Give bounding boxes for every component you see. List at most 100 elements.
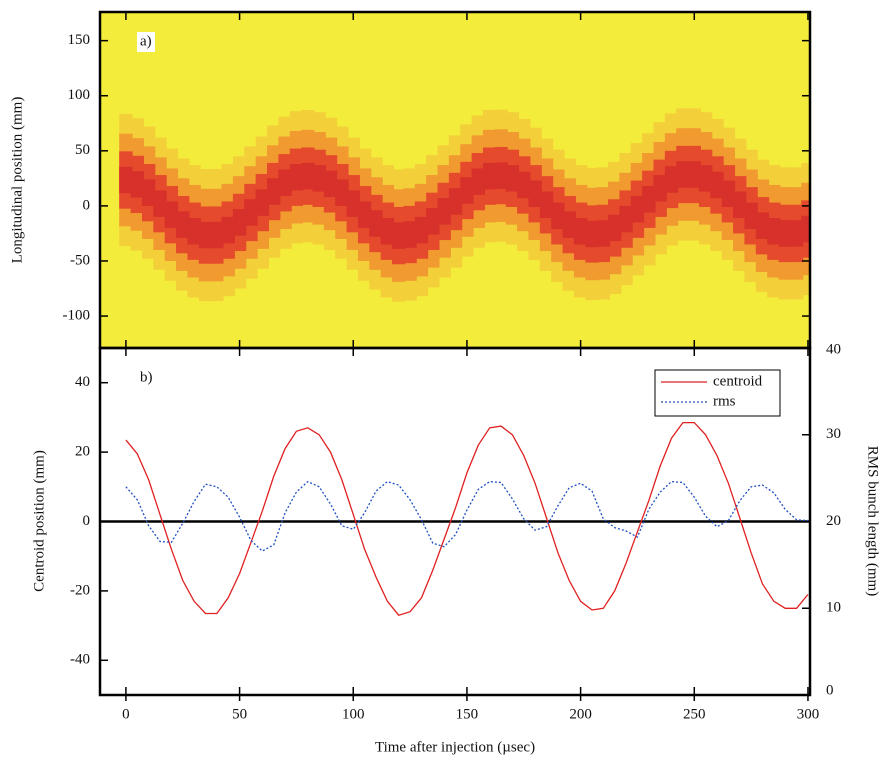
heat-column [198,221,213,249]
heat-column [119,166,133,194]
y2-tick-label: 0 [826,682,834,698]
heat-column [392,222,406,249]
heat-column [244,199,258,226]
heat-column [653,175,667,202]
heat-column [448,188,463,215]
legend-box [654,369,781,417]
heat-column [698,165,713,192]
heat-column [403,221,417,248]
x-tick-label: 150 [456,706,479,722]
y2-tick-label: 30 [826,426,841,442]
x-tick-label: 100 [342,706,365,722]
x-tick-label: 50 [232,706,247,722]
y2-tick-label: 20 [826,513,841,529]
y-tick-label: 50 [75,142,90,158]
series-line [125,421,809,616]
x-tick-label: 0 [122,706,130,722]
heat-column [471,168,485,195]
y-tick-label: 0 [83,197,91,213]
annotation-a: a) [140,33,152,49]
heat-column [267,178,281,205]
heat-column [755,212,770,239]
x-label: Time after injection (µsec) [375,739,535,755]
heat-column [130,171,144,198]
heat-column [744,202,758,230]
heat-column [778,220,792,247]
heat-column [494,162,508,189]
x-tick-label: 250 [683,706,706,722]
heat-column [551,202,565,230]
y2-label: RMS bunch length (mm) [865,446,881,596]
heat-column [221,216,235,244]
y-tick-label: 150 [68,32,91,48]
y2-tick-label: 10 [826,600,841,616]
heat-column [312,165,326,192]
x-tick-label: 200 [569,706,592,722]
heat-column [460,177,474,204]
heat-column [323,170,338,198]
heat-column [687,161,701,188]
y-tick-label: 100 [68,87,91,103]
heat-column [380,218,395,245]
heat-column [539,191,554,219]
heat-column [153,190,167,217]
y-tick-label: 20 [75,444,90,460]
heat-column [630,195,645,223]
heat-column [437,198,451,225]
frame-b [98,346,812,697]
heat-column [573,218,588,245]
heat-column [278,169,292,196]
heat-column [562,211,576,238]
heat-column [676,161,690,188]
annotation-box [137,32,155,52]
heat-column [289,164,304,191]
heat-column [517,171,531,199]
heat-column [301,162,315,190]
heat-column [585,220,599,248]
heat-column [789,220,804,247]
y-tick-label: -20 [70,582,90,598]
heat-column [721,180,736,207]
heat-column [801,215,810,243]
heat-column [164,201,179,228]
y-tick-label: 0 [83,513,91,529]
plot-layer: -100 -50 0 50 100 150 -40 -20 0 20 40 0 10 20 30 40 0 50 1… [63,12,841,722]
heat-column [505,165,520,192]
heat-column [414,216,429,244]
legend-label: centroid [713,373,763,389]
y-tick-label: -40 [70,652,90,668]
heat-column [619,205,633,233]
y-tick-label: 40 [75,374,90,390]
heat-column [176,211,190,238]
y-tick-label: -50 [70,252,90,268]
heat-column [596,220,611,247]
heat-column [664,166,679,193]
heat-column [255,189,270,216]
heat-column [232,209,247,236]
heat-column [710,171,724,199]
y-tick-label: -100 [63,307,91,323]
series-line [125,480,809,552]
heat-column [642,186,656,213]
heat-column [426,208,440,235]
heat-column [528,180,542,207]
heat-column [767,218,781,245]
y2-tick-label: 40 [826,341,841,357]
x-tick-label: 300 [797,706,820,722]
legend-label: rms [713,393,736,409]
heat-column [335,179,349,206]
heat-column [733,191,747,219]
heatmap [119,108,810,302]
heat-column [482,162,497,190]
heat-column [346,190,360,217]
y-label-a: Longitudinal position (mm) [9,97,25,264]
heat-column [369,210,383,237]
heat-column [608,214,622,242]
y-label-b: Centroid position (mm) [31,450,47,592]
heat-column [187,218,201,245]
heat-column [357,201,372,228]
annotation-b: b) [140,369,153,385]
heat-column [210,221,224,249]
